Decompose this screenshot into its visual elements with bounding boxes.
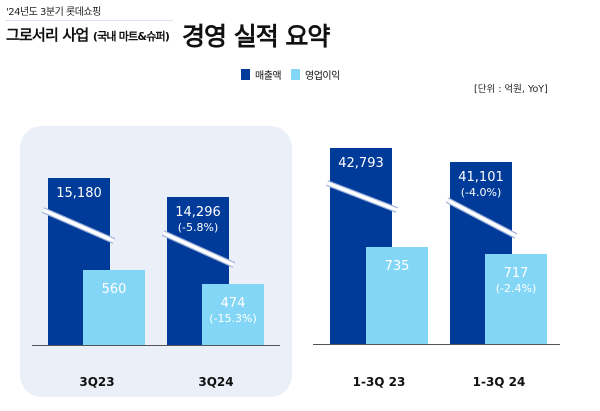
x-tick-label: 3Q23 [79, 375, 115, 389]
yoy-text: (-4.0%) [460, 186, 502, 199]
axis-break-mark [325, 180, 399, 213]
legend-label-revenue: 매출액 [255, 71, 282, 82]
data-label-revenue: 41,101 (-4.0%) [450, 170, 512, 200]
x-tick-label: 3Q24 [198, 375, 234, 389]
data-label-operating-profit: 560 [83, 282, 145, 297]
page-title: 경영 실적 요약 [182, 22, 330, 51]
legend-swatch-operating-profit [291, 69, 300, 80]
unit-label: [단위 : 억원, YoY] [474, 84, 548, 95]
bar-operating-profit [485, 254, 547, 344]
x-axis-cumulative [313, 344, 560, 345]
yoy-text: (-5.8%) [177, 221, 219, 234]
data-label-operating-profit: 474 (-15.3%) [202, 296, 264, 326]
value-text: 41,101 [458, 170, 504, 185]
legend-label-operating-profit: 영업이익 [305, 71, 340, 82]
axis-break-mark [445, 197, 518, 239]
value-text: 735 [384, 259, 410, 274]
business-name: 그로서리 사업 [6, 26, 89, 44]
business-subtitle: (국내 마트&슈퍼) [92, 30, 170, 43]
bar-operating-profit [366, 247, 428, 344]
x-tick-label: 1-3Q 23 [352, 375, 406, 389]
data-label-operating-profit: 717 (-2.4%) [485, 266, 547, 296]
x-axis-quarter [32, 345, 280, 346]
data-label-operating-profit: 735 [366, 259, 428, 274]
data-label-revenue: 42,793 [330, 156, 392, 171]
legend-item-operating-profit: 영업이익 [291, 67, 340, 82]
value-text: 14,296 [175, 205, 221, 220]
data-label-revenue: 15,180 [48, 186, 110, 201]
header-divider [5, 20, 173, 21]
company-period-label: '24년도 3분기 롯데쇼핑 [6, 7, 101, 18]
yoy-text: (-15.3%) [209, 312, 257, 325]
business-title: 그로서리 사업 (국내 마트&슈퍼) [6, 24, 170, 45]
axis-break-mark [161, 230, 236, 268]
value-text: 717 [503, 266, 529, 281]
axis-break-mark [41, 207, 116, 244]
value-text: 560 [101, 282, 127, 297]
yoy-text: (-2.4%) [495, 282, 537, 295]
legend-item-revenue: 매출액 [241, 67, 282, 82]
bar-operating-profit [83, 270, 145, 345]
value-text: 15,180 [56, 186, 102, 201]
x-tick-label: 1-3Q 24 [472, 375, 526, 389]
bar-operating-profit [202, 284, 264, 345]
data-label-revenue: 14,296 (-5.8%) [167, 205, 229, 235]
legend-swatch-revenue [241, 69, 250, 80]
value-text: 42,793 [338, 156, 384, 171]
value-text: 474 [220, 296, 246, 311]
